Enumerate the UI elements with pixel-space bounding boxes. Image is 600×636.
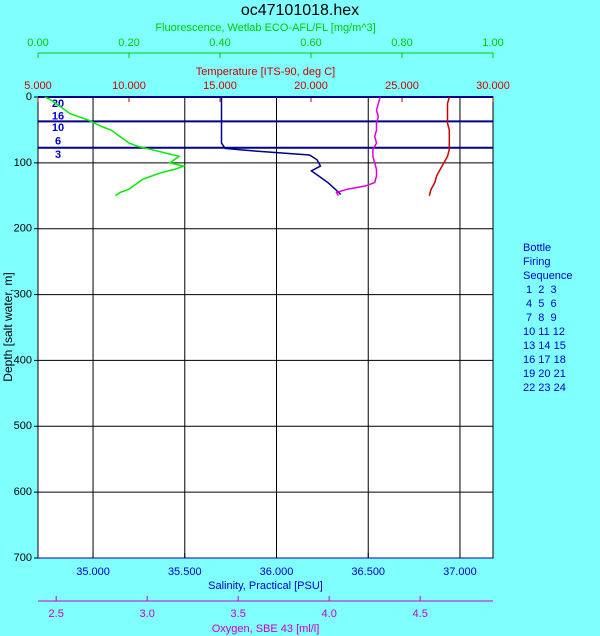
- bottle-label: 3: [55, 149, 61, 161]
- x-tick-label: 0.40: [209, 37, 230, 49]
- sequence-row: 19 20 21: [523, 368, 566, 380]
- x-tick-label: 0.60: [300, 37, 321, 49]
- y-tick-label: 400: [14, 354, 32, 366]
- y-axis-title: Depth [salt water, m]: [1, 272, 15, 381]
- x-tick-label: 0.20: [118, 37, 139, 49]
- sequence-title: Firing: [523, 256, 551, 268]
- profile-line: [220, 97, 342, 196]
- plot-area: [37, 96, 494, 559]
- x-tick-label: 10.000: [112, 80, 146, 92]
- x-tick-label: 15.000: [203, 80, 237, 92]
- y-tick-label: 200: [14, 223, 32, 235]
- bottle-label: 16: [52, 111, 64, 123]
- x-axis-title: Temperature [ITS-90, deg C]: [196, 66, 335, 78]
- sequence-row: 10 11 12: [523, 326, 565, 338]
- y-tick-label: 0: [26, 91, 32, 103]
- sequence-row: 1 2 3: [523, 284, 557, 296]
- x-tick-label: 30.000: [476, 80, 510, 92]
- sequence-row: 7 8 9: [523, 312, 557, 324]
- x-axis-title: Salinity, Practical [PSU]: [208, 580, 323, 592]
- x-tick-label: 25.000: [385, 80, 419, 92]
- sequence-title: Sequence: [523, 270, 573, 282]
- y-tick-label: 100: [14, 157, 32, 169]
- x-axis-title: Oxygen, SBE 43 [ml/l]: [212, 623, 320, 635]
- x-tick-label: 0.80: [391, 37, 412, 49]
- x-tick-label: 4.5: [413, 608, 428, 620]
- x-axis-title: Fluorescence, Wetlab ECO-AFL/FL [mg/m^3]: [155, 22, 375, 34]
- sequence-title: Bottle: [523, 242, 551, 254]
- y-tick-label: 500: [14, 420, 32, 432]
- x-tick-label: 2.5: [49, 608, 64, 620]
- bottle-label: 6: [55, 136, 61, 148]
- x-tick-label: 36.000: [260, 566, 294, 578]
- x-tick-label: 0.00: [27, 37, 48, 49]
- x-tick-label: 20.000: [294, 80, 328, 92]
- x-tick-label: 36.500: [351, 566, 385, 578]
- x-tick-label: 3.5: [231, 608, 246, 620]
- x-tick-label: 35.500: [168, 566, 202, 578]
- sequence-row: 13 14 15: [523, 340, 566, 352]
- x-tick-label: 35.000: [76, 566, 110, 578]
- x-tick-label: 5.000: [24, 80, 52, 92]
- x-tick-label: 37.000: [443, 566, 477, 578]
- y-tick-label: 300: [14, 288, 32, 300]
- x-tick-label: 1.00: [482, 37, 503, 49]
- x-tick-label: 4.0: [322, 608, 337, 620]
- sequence-row: 22 23 24: [523, 382, 566, 394]
- sequence-row: 4 5 6: [523, 298, 557, 310]
- chart-title: oc47101018.hex: [241, 2, 359, 19]
- profile-line: [335, 96, 381, 197]
- y-tick-label: 600: [14, 486, 32, 498]
- y-tick-label: 700: [14, 552, 32, 564]
- profile-line: [44, 96, 187, 197]
- sequence-row: 16 17 18: [523, 354, 566, 366]
- profile-line: [428, 96, 451, 196]
- bottle-label: 10: [52, 122, 64, 134]
- x-tick-label: 3.0: [140, 608, 155, 620]
